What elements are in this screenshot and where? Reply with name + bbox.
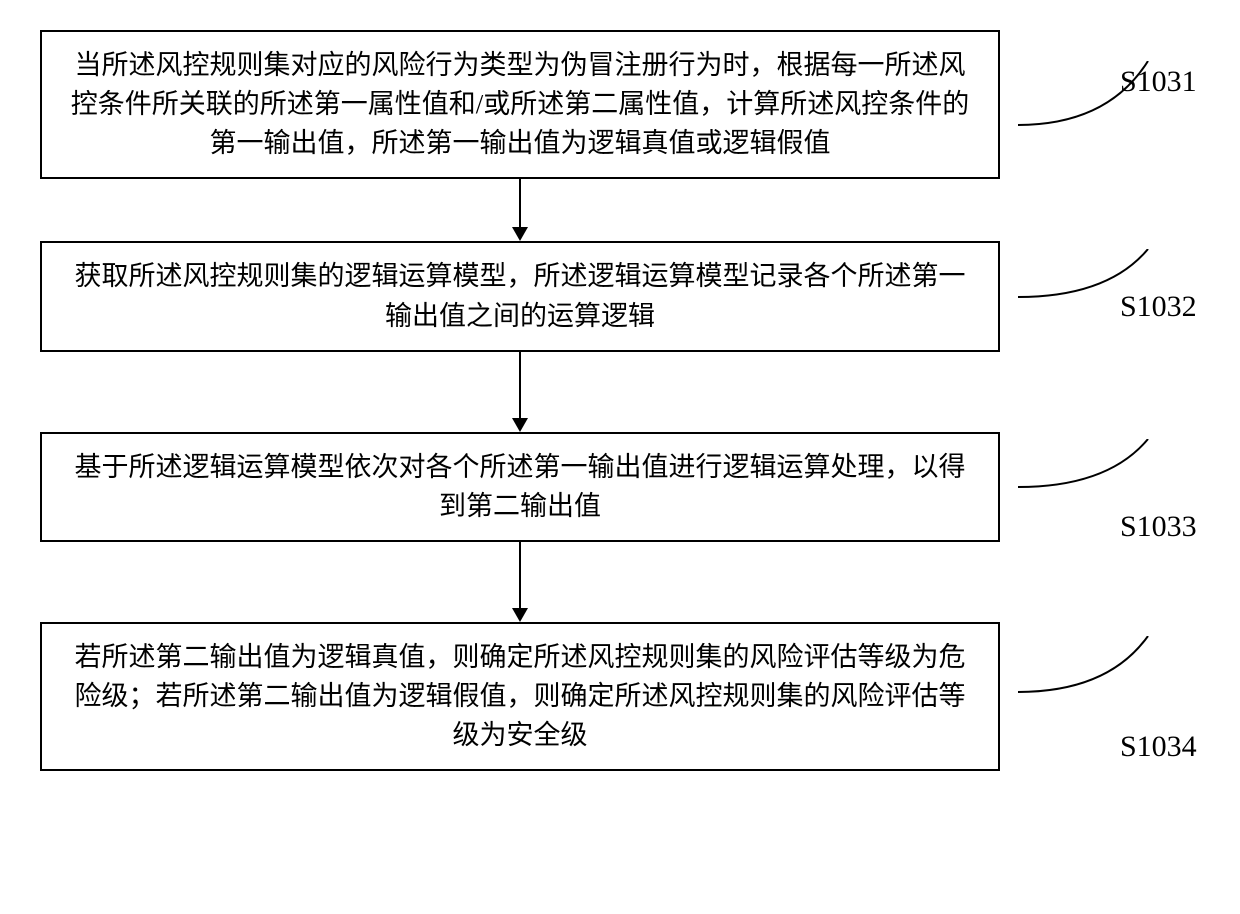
step-text: 基于所述逻辑运算模型依次对各个所述第一输出值进行逻辑运算处理，以得到第二输出值	[75, 452, 966, 521]
step-box-s1034: 若所述第二输出值为逻辑真值，则确定所述风控规则集的风险评估等级为危险级；若所述第…	[40, 622, 1000, 771]
step-box-s1033: 基于所述逻辑运算模型依次对各个所述第一输出值进行逻辑运算处理，以得到第二输出值	[40, 432, 1000, 542]
connector-s1033	[1018, 439, 1198, 499]
arrow-s1033-s1034	[40, 542, 1000, 622]
arrow-s1032-s1033	[40, 352, 1000, 432]
step-text: 获取所述风控规则集的逻辑运算模型，所述逻辑运算模型记录各个所述第一输出值之间的运…	[75, 261, 966, 330]
step-box-s1032: 获取所述风控规则集的逻辑运算模型，所述逻辑运算模型记录各个所述第一输出值之间的运…	[40, 241, 1000, 351]
step-label-s1034: S1034	[1120, 730, 1197, 764]
step-text: 若所述第二输出值为逻辑真值，则确定所述风控规则集的风险评估等级为危险级；若所述第…	[75, 642, 966, 750]
step-label-s1032: S1032	[1120, 290, 1197, 324]
arrow-s1031-s1032	[40, 179, 1000, 241]
step-label-s1031: S1031	[1120, 65, 1197, 99]
step-label-s1033: S1033	[1120, 510, 1197, 544]
flowchart-container: 当所述风控规则集对应的风险行为类型为伪冒注册行为时，根据每一所述风控条件所关联的…	[40, 30, 1200, 771]
connector-s1034	[1018, 636, 1198, 706]
step-text: 当所述风控规则集对应的风险行为类型为伪冒注册行为时，根据每一所述风控条件所关联的…	[71, 50, 970, 158]
step-box-s1031: 当所述风控规则集对应的风险行为类型为伪冒注册行为时，根据每一所述风控条件所关联的…	[40, 30, 1000, 179]
